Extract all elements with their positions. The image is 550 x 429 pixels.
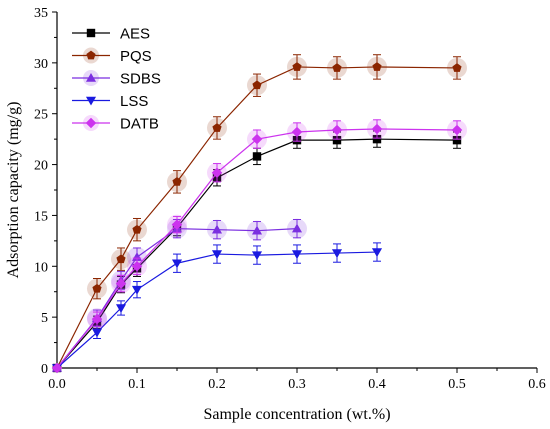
data-point-lss (371, 248, 383, 258)
data-point-lss (291, 250, 303, 260)
legend-marker-aes (86, 28, 96, 38)
series-lss (51, 242, 383, 374)
legend-item-lss: LSS (72, 93, 148, 110)
data-point-sdbs (291, 223, 303, 233)
data-point-datb (371, 123, 383, 135)
data-point-pqs (172, 177, 182, 186)
data-point-pqs (452, 63, 462, 72)
legend-item-datb: DATB (72, 115, 159, 133)
data-point-pqs (212, 123, 222, 132)
plot-area: 0.0 0.1 0.2 0.3 0.4 0.5 0.6 0 5 10 15 20 25 30 35 (34, 6, 546, 392)
legend-marker-pqs (86, 50, 96, 60)
legend-item-sdbs: SDBS (72, 70, 161, 88)
y-tick-label: 25 (34, 108, 48, 123)
legend-label-datb: DATB (120, 116, 159, 133)
y-tick-label: 10 (34, 260, 48, 275)
legend-marker-datb (85, 117, 97, 129)
data-point-datb (91, 313, 103, 325)
legend-item-pqs: PQS (72, 47, 152, 65)
legend-label-aes: AES (120, 26, 150, 43)
x-axis-label: Sample concentration (wt.%) (203, 406, 390, 423)
y-tick-label: 35 (34, 6, 48, 21)
data-point-datb (291, 126, 303, 138)
series-line-lss (56, 251, 378, 369)
data-point-lss (211, 250, 223, 260)
data-point-lss (91, 328, 103, 338)
y-tick-label: 20 (34, 159, 48, 174)
x-tick-label: 0.0 (48, 377, 66, 392)
x-tick-label: 0.3 (288, 377, 306, 392)
data-point-aes (252, 152, 262, 161)
data-point-lss (171, 259, 183, 269)
y-tick-label: 30 (34, 57, 48, 72)
data-point-datb (211, 167, 223, 178)
data-point-pqs (332, 63, 342, 72)
data-point-datb (115, 278, 127, 289)
data-point-pqs (92, 283, 102, 293)
data-point-datb (451, 124, 463, 136)
legend: AES PQS SDBS LSS DATB (72, 26, 161, 133)
x-tick-label: 0.1 (128, 377, 146, 392)
data-point-aes (332, 135, 342, 145)
legend-label-lss: LSS (120, 93, 148, 110)
legend-marker-sdbs (85, 72, 97, 82)
series-line-pqs (56, 66, 458, 369)
data-point-lss (331, 249, 343, 259)
data-point-datb (331, 124, 343, 136)
data-point-lss (115, 304, 127, 314)
data-point-datb (51, 362, 63, 374)
data-point-sdbs (131, 252, 143, 261)
y-tick-label: 5 (41, 311, 48, 326)
series-datb (51, 118, 467, 374)
data-point-pqs (292, 62, 302, 71)
legend-marker-lss (85, 96, 97, 106)
data-point-datb (251, 133, 263, 145)
data-point-pqs (132, 224, 142, 234)
legend-label-sdbs: SDBS (120, 71, 161, 88)
data-point-lss (131, 285, 143, 295)
data-point-pqs (372, 62, 382, 71)
data-point-datb (131, 261, 143, 272)
x-tick-label: 0.4 (368, 377, 386, 392)
y-tick-label: 0 (41, 362, 48, 377)
x-tick-label: 0.5 (448, 377, 466, 392)
legend-item-aes: AES (72, 26, 150, 43)
series-pqs (52, 54, 467, 372)
data-point-aes (452, 135, 462, 145)
y-axis-label: Adsorption capacity (mg/g) (5, 102, 22, 279)
data-point-datb (171, 219, 183, 230)
series-line-sdbs (56, 228, 298, 369)
data-point-sdbs (251, 225, 263, 235)
x-tick-label: 0.6 (528, 377, 546, 392)
data-point-pqs (116, 254, 126, 264)
data-point-aes (372, 134, 382, 144)
data-point-lss (251, 251, 263, 261)
legend-label-pqs: PQS (120, 48, 152, 65)
y-tick-label: 15 (34, 209, 48, 224)
data-point-sdbs (211, 224, 223, 234)
x-tick-label: 0.2 (208, 377, 226, 392)
data-point-pqs (252, 80, 262, 90)
